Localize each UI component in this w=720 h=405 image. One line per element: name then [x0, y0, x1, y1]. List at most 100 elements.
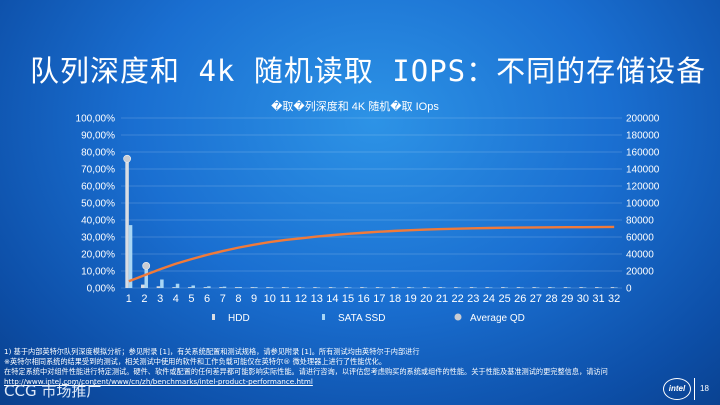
bar-hdd: [563, 287, 568, 288]
x-tick-label: 32: [608, 293, 620, 305]
left-tick-label: 60,00%: [81, 182, 115, 193]
bar-hdd: [140, 284, 145, 288]
x-tick-label: 30: [577, 293, 589, 305]
bar-hdd: [250, 287, 255, 288]
bar-hdd: [125, 158, 129, 288]
x-tick-label: 23: [467, 293, 479, 305]
bar-hdd: [360, 287, 364, 288]
chart-markers: [123, 154, 151, 270]
x-tick-label: 31: [592, 293, 604, 305]
x-tick-label: 11: [280, 293, 291, 305]
bar-sata-ssd: [316, 287, 321, 288]
bar-hdd: [469, 287, 474, 288]
left-tick-label: 80,00%: [81, 148, 115, 159]
left-tick-label: 100,00%: [76, 114, 116, 125]
bar-sata-ssd: [379, 287, 383, 288]
bar-sata-ssd: [128, 225, 133, 288]
left-tick-label: 90,00%: [81, 131, 115, 142]
bar-sata-ssd: [285, 287, 289, 288]
bar-hdd: [438, 287, 442, 288]
x-tick-label: 6: [204, 293, 210, 305]
bar-hdd: [454, 287, 458, 288]
footnote: 1) 基于内部英特尔队列深度模拟分析；参见附录 [1]，有关系统配置和测试规格，…: [4, 347, 714, 387]
x-tick-label: 21: [436, 293, 448, 305]
legend-swatch: [212, 314, 215, 320]
footer-divider: [694, 378, 695, 400]
bar-sata-ssd: [207, 286, 211, 288]
bar-hdd: [501, 287, 505, 288]
x-tick-label: 2: [141, 293, 147, 305]
bar-hdd: [156, 286, 161, 288]
x-tick-label: 19: [405, 293, 417, 305]
x-tick-label: 4: [173, 293, 179, 305]
benchmark-link[interactable]: http://www.intel.com/content/www/cn/zh/b…: [4, 377, 313, 386]
bar-hdd: [266, 287, 270, 288]
x-axis-ticks: 1 2 3 4 5 6 7 8 9 10 11 12 13 14 15 16 17 18 19 20 21 22 23 24 2…: [126, 293, 621, 305]
x-tick-label: 5: [188, 293, 194, 305]
bar-hdd: [407, 287, 411, 288]
bar-sata-ssd: [238, 286, 242, 288]
footnote-line-3: 在特定系统中对组件性能进行特定测试。硬件、软件或配置的任何差异都可能影响实际性能…: [4, 367, 608, 376]
bar-sata-ssd: [551, 287, 556, 288]
bar-hdd: [172, 287, 176, 288]
bar-sata-ssd: [301, 287, 305, 288]
bar-hdd: [281, 287, 286, 288]
x-tick-label: 24: [483, 293, 495, 305]
series-line-average-qd: [128, 225, 615, 283]
footnote-line-1: 1) 基于内部英特尔队列深度模拟分析；参见附录 [1]，有关系统配置和测试规格，…: [4, 347, 420, 356]
bar-hdd: [328, 287, 333, 288]
bar-sata-ssd: [410, 287, 415, 288]
x-tick-label: 14: [326, 293, 338, 305]
point-marker: [142, 261, 151, 270]
bar-sata-ssd: [473, 287, 477, 288]
left-tick-label: 20,00%: [81, 250, 115, 261]
footnote-line-2: ※英特尔相同系统的结果受到的测试，相关测试中使用的软件和工作负载可能仅在英特尔®…: [4, 357, 387, 366]
bar-hdd: [375, 287, 380, 288]
right-tick-label: 100000: [626, 199, 660, 210]
slide-title: 队列深度和 4k 随机读取 IOPS：不同的存储设备: [30, 54, 707, 88]
right-tick-label: 200000: [626, 114, 660, 125]
right-tick-label: 160000: [626, 148, 660, 159]
right-tick-label: 60000: [626, 233, 654, 244]
x-tick-label: 27: [530, 293, 542, 305]
x-tick-label: 22: [451, 293, 463, 305]
point-marker: [123, 154, 132, 163]
bar-sata-ssd: [535, 287, 540, 288]
x-tick-label: 29: [561, 293, 573, 305]
legend-label: SATA SSD: [338, 313, 385, 324]
x-tick-label: 8: [235, 293, 241, 305]
x-tick-label: 13: [311, 293, 323, 305]
bar-hdd: [313, 287, 317, 288]
right-tick-label: 20000: [626, 267, 654, 278]
bar-sata-ssd: [191, 285, 195, 288]
bar-sata-ssd: [598, 287, 603, 288]
bar-hdd: [234, 287, 239, 288]
bar-hdd: [579, 287, 583, 288]
x-tick-label: 7: [220, 293, 226, 305]
right-tick-label: 40000: [626, 250, 654, 261]
x-tick-label: 9: [251, 293, 257, 305]
bar-sata-ssd: [488, 287, 493, 288]
right-tick-label: 0: [626, 284, 632, 295]
bar-hdd: [344, 287, 349, 288]
bar-hdd: [391, 287, 395, 288]
bar-sata-ssd: [254, 287, 258, 288]
bar-sata-ssd: [614, 287, 618, 288]
bar-sata-ssd: [394, 287, 399, 288]
left-tick-label: 30,00%: [81, 233, 115, 244]
intel-logo-icon: intel: [663, 378, 691, 400]
x-tick-label: 16: [358, 293, 370, 305]
bar-sata-ssd: [567, 287, 571, 288]
chart-title: �取�列深度和 4K 随机�取 IOps: [271, 99, 439, 113]
left-tick-label: 0,00%: [87, 284, 115, 295]
bar-hdd: [219, 287, 223, 288]
x-tick-label: 15: [342, 293, 354, 305]
right-tick-label: 120000: [626, 182, 660, 193]
bar-sata-ssd: [457, 287, 462, 288]
chart-bars: [125, 158, 618, 288]
x-tick-label: 17: [373, 293, 385, 305]
bar-hdd: [595, 287, 599, 288]
bar-hdd: [485, 287, 489, 288]
bar-sata-ssd: [160, 279, 164, 288]
